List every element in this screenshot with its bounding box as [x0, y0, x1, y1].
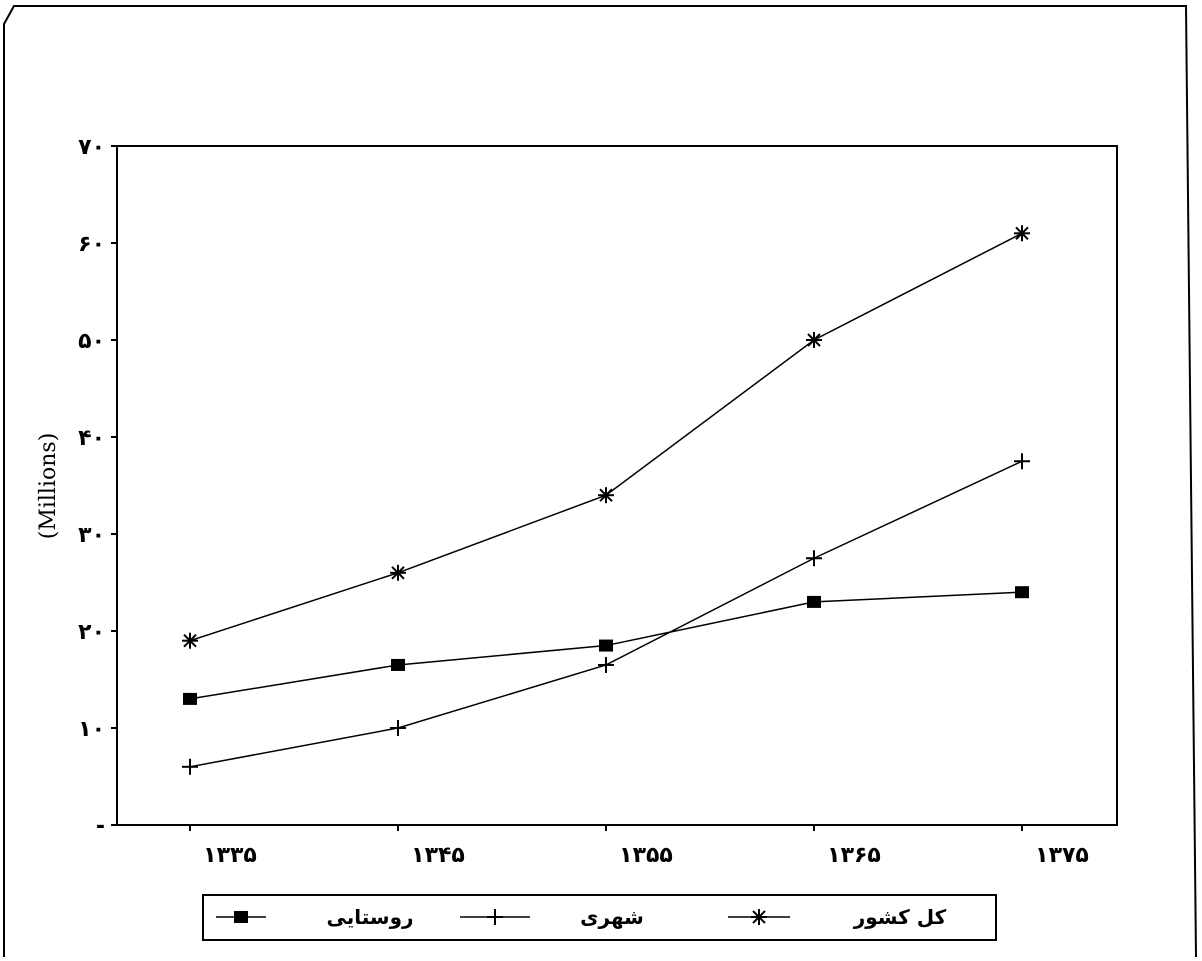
legend: روستایی شهری کل کشور [216, 905, 947, 929]
legend-label: کل کشور [853, 905, 947, 929]
series-total-point [806, 332, 822, 348]
legend-label: شهری [580, 905, 644, 929]
y-tick-label: ۵۰ [78, 329, 105, 354]
series-urban-point [598, 656, 614, 673]
series-total-point [390, 564, 406, 581]
legend-box [202, 894, 997, 941]
x-tick-label: ۱۳۶۵ [827, 843, 881, 868]
series-rural [183, 586, 1029, 705]
y-tick-label: ۶۰ [78, 232, 105, 257]
series-urban-line [189, 460, 1023, 768]
y-tick-label: ۳۰ [78, 523, 105, 548]
y-axis-label: (Millions) [36, 433, 61, 540]
x-tick-label: ۱۳۷۵ [1035, 843, 1089, 868]
legend-marker [234, 911, 248, 923]
series-total [182, 225, 1030, 649]
series-urban-point [806, 550, 822, 567]
series-urban-point [182, 758, 198, 775]
series-urban [182, 453, 1030, 775]
x-tick-label: ۱۳۳۵ [203, 843, 257, 868]
y-axis-ticks: - ۱۰ ۲۰ ۳۰ ۴۰ ۵۰ ۶۰ ۷۰ [78, 135, 117, 839]
series-total-point [598, 487, 614, 504]
y-tick-label: ۱۰ [78, 717, 105, 742]
y-tick-label: - [96, 814, 105, 839]
legend-item: شهری [460, 905, 644, 929]
legend-item: کل کشور [728, 905, 947, 929]
y-tick-label: ۲۰ [78, 620, 105, 645]
series-rural-point [183, 692, 197, 705]
series-total-line [189, 232, 1023, 642]
outer-border [3, 5, 1197, 958]
series-urban-point [1014, 453, 1030, 470]
legend-marker [487, 909, 503, 925]
series-layer [182, 225, 1030, 775]
series-rural-point [391, 658, 405, 671]
y-tick-label: ۷۰ [78, 135, 105, 160]
plot-area [116, 145, 1118, 826]
series-urban-point [390, 720, 406, 736]
series-rural-point [1015, 586, 1029, 599]
y-tick-label: ۴۰ [78, 426, 105, 451]
legend-item: روستایی [216, 905, 414, 929]
x-tick-label: ۱۳۵۵ [619, 843, 673, 868]
series-total-point [182, 632, 198, 649]
legend-marker [751, 909, 767, 925]
series-rural-point [599, 639, 613, 652]
series-total-point [1014, 225, 1030, 242]
series-rural-point [807, 595, 821, 608]
legend-label: روستایی [326, 905, 413, 929]
x-tick-label: ۱۳۴۵ [411, 843, 465, 868]
x-axis-ticks: ۱۳۳۵ ۱۳۴۵ ۱۳۵۵ ۱۳۶۵ ۱۳۷۵ [189, 825, 1089, 868]
